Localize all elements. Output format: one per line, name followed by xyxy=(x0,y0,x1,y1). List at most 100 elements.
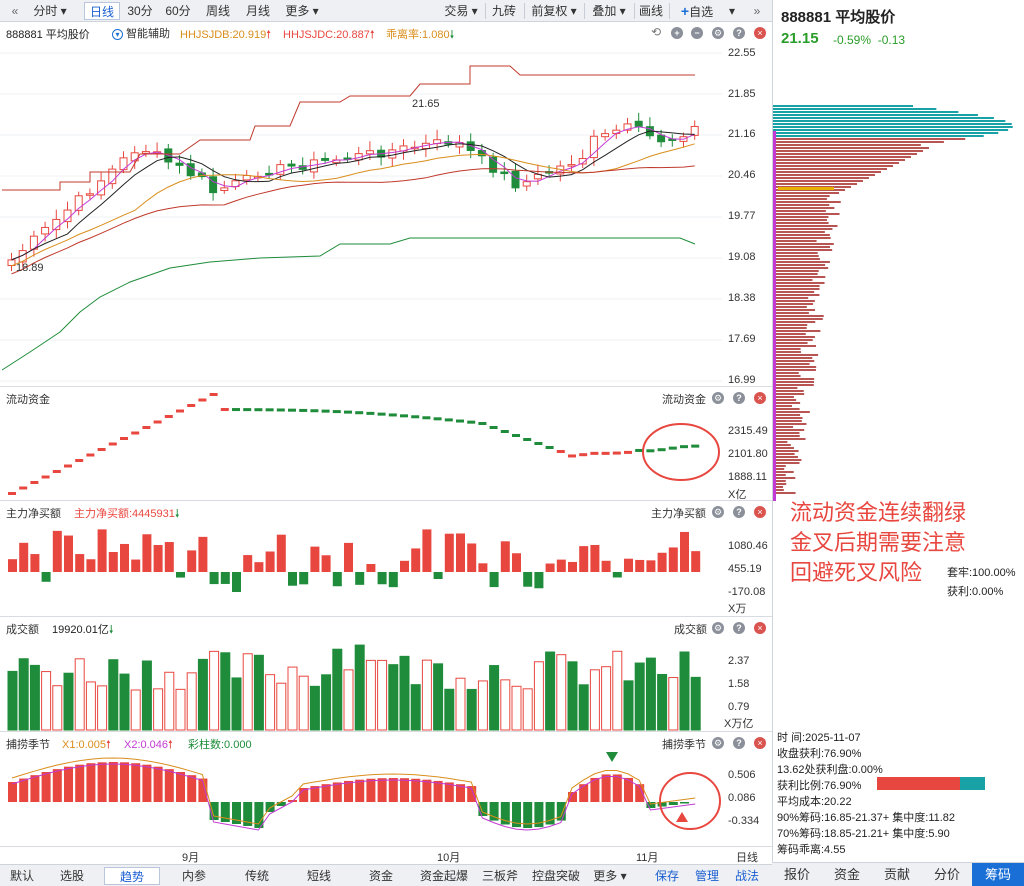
tab-default[interactable]: 默认 xyxy=(9,869,34,883)
tab-funds-right[interactable]: 资金 xyxy=(833,867,860,882)
tab-insider[interactable]: 内参 xyxy=(181,869,206,883)
tab-traditional[interactable]: 传统 xyxy=(244,869,269,883)
netbuy-bar xyxy=(534,572,544,589)
help-icon[interactable]: ? xyxy=(733,27,745,39)
help-icon[interactable]: ? xyxy=(733,737,745,749)
netbuy-bar xyxy=(19,542,29,572)
zoom-out-icon[interactable]: − xyxy=(691,27,703,39)
divider xyxy=(634,3,635,19)
tab-trend[interactable]: 趋势 xyxy=(104,867,160,885)
flow-bar xyxy=(579,453,588,457)
candle-body xyxy=(589,135,598,159)
chip-distribution[interactable] xyxy=(773,55,1024,615)
flow-bar xyxy=(344,410,352,414)
expand-left-button[interactable]: « xyxy=(4,2,26,20)
assist-toggle[interactable]: ▾ 智能辅助 xyxy=(112,25,170,41)
close-icon[interactable]: × xyxy=(754,737,766,749)
gear-icon[interactable]: ⚙ xyxy=(712,622,724,634)
volume-bar xyxy=(209,650,220,731)
manage-button[interactable]: 管理 xyxy=(694,869,719,883)
season-bars: 彩柱数:0.000 xyxy=(188,739,252,751)
chip-line xyxy=(773,117,994,119)
tab-funds[interactable]: 资金 xyxy=(368,869,393,883)
gear-icon[interactable]: ⚙ xyxy=(712,27,724,39)
chip-line xyxy=(773,198,827,200)
close-icon[interactable]: × xyxy=(754,506,766,518)
chip-line xyxy=(773,426,794,428)
chip-line xyxy=(773,444,791,446)
gear-icon[interactable]: ⚙ xyxy=(712,392,724,404)
netbuy-bar xyxy=(433,572,443,580)
volume-bar xyxy=(388,664,399,731)
draw-button[interactable]: 画线 xyxy=(638,4,663,18)
tab-price-dist[interactable]: 分价 xyxy=(933,867,960,882)
chip-line xyxy=(773,399,797,401)
chip-line xyxy=(773,492,796,494)
month-label: 10月 xyxy=(437,852,461,864)
volume-bar xyxy=(321,674,332,731)
arrow-up-icon: 🠕 xyxy=(266,29,271,41)
gear-icon[interactable]: ⚙ xyxy=(712,506,724,518)
tab-intraday[interactable]: 分时 ▾ xyxy=(33,4,67,18)
candle-body xyxy=(63,209,72,223)
tab-30min[interactable]: 30分 xyxy=(127,4,153,18)
volume-bar xyxy=(634,662,645,731)
overlay-menu[interactable]: 叠加 ▾ xyxy=(592,4,626,18)
tab-contribution[interactable]: 贡献 xyxy=(883,867,910,882)
info-avg-cost: 平均成本:20.22 xyxy=(777,796,852,808)
watchlist-dropdown[interactable]: ▾ xyxy=(724,2,740,20)
chip-line xyxy=(773,291,815,293)
netbuy-bar xyxy=(512,553,521,572)
help-icon[interactable]: ? xyxy=(733,622,745,634)
tab-more[interactable]: 更多 ▾ xyxy=(285,4,319,18)
netbuy-bar xyxy=(646,560,656,572)
candle-body xyxy=(85,193,94,196)
tab-short-term[interactable]: 短线 xyxy=(306,869,331,883)
netbuy-title-right: 主力净买额 xyxy=(651,508,706,520)
tab-three-axes[interactable]: 三板斧 xyxy=(481,869,518,883)
zoom-in-icon[interactable]: + xyxy=(671,27,683,39)
chip-line xyxy=(773,126,1013,128)
tab-select-stock[interactable]: 选股 xyxy=(59,869,84,883)
tab-chips[interactable]: 筹码 xyxy=(972,863,1024,886)
indicator-value: 乖离率:1.080 xyxy=(386,29,450,41)
flow-bar xyxy=(590,451,599,455)
tab-quote[interactable]: 报价 xyxy=(783,867,810,882)
netbuy-bar xyxy=(377,572,387,585)
jiuzhuan-button[interactable]: 九砖 xyxy=(491,4,516,18)
tab-monthly[interactable]: 月线 xyxy=(245,4,270,18)
strategy-button[interactable]: 战法 xyxy=(734,869,759,883)
refresh-icon[interactable]: ⟲ xyxy=(650,25,662,39)
chip-line xyxy=(773,315,824,317)
tab-control-breakthrough[interactable]: 控盘突破 xyxy=(531,869,580,883)
season-bar xyxy=(41,772,51,802)
close-icon[interactable]: × xyxy=(754,27,766,39)
season-bar xyxy=(388,778,398,802)
chart-canvas[interactable] xyxy=(0,22,772,864)
chip-line xyxy=(773,369,816,371)
close-icon[interactable]: × xyxy=(754,392,766,404)
season-bar xyxy=(668,802,678,805)
flow-bar xyxy=(568,454,576,458)
tab-more[interactable]: 更多 ▾ xyxy=(588,867,632,885)
tab-fund-explosion[interactable]: 资金起爆 xyxy=(419,869,468,883)
season-tick: 0.506 xyxy=(728,769,756,781)
tab-weekly[interactable]: 周线 xyxy=(205,4,230,18)
help-icon[interactable]: ? xyxy=(733,392,745,404)
flow-bar xyxy=(198,398,207,402)
save-button[interactable]: 保存 xyxy=(654,869,679,883)
price-tick: 20.46 xyxy=(728,169,756,181)
collapse-panel-button[interactable]: » xyxy=(748,2,766,20)
tab-60min[interactable]: 60分 xyxy=(165,4,191,18)
adjust-menu[interactable]: 前复权 ▾ xyxy=(531,4,577,18)
gear-icon[interactable]: ⚙ xyxy=(712,737,724,749)
lower-band-line xyxy=(1,237,696,371)
tab-daily[interactable]: 日线 xyxy=(84,2,120,20)
season-bar xyxy=(545,802,555,825)
flow-bar xyxy=(433,417,442,421)
trade-menu[interactable]: 交易 ▾ xyxy=(444,4,478,18)
help-icon[interactable]: ? xyxy=(733,506,745,518)
indicator-tabs: 默认 选股 趋势 内参 传统 短线 资金 资金起爆 三板斧 控盘突破 更多 ▾ … xyxy=(0,864,772,886)
close-icon[interactable]: × xyxy=(754,622,766,634)
watchlist-add-button[interactable]: +自选 xyxy=(672,2,722,20)
